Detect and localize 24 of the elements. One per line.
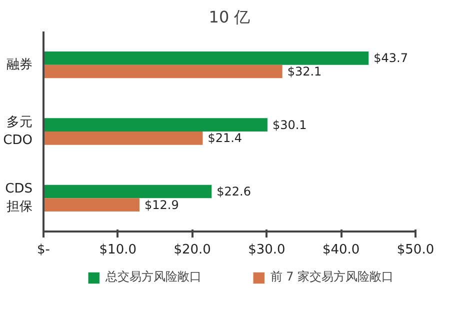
x-tick-label: $40.0 bbox=[322, 242, 360, 258]
x-tick-label: $- bbox=[37, 242, 50, 258]
data-label: $12.9 bbox=[144, 198, 179, 212]
x-tick-label: $50.0 bbox=[396, 242, 434, 258]
x-tick-label: $20.0 bbox=[174, 242, 211, 258]
data-label: $21.4 bbox=[208, 131, 242, 146]
data-label: $30.1 bbox=[272, 118, 307, 132]
bar bbox=[44, 198, 140, 212]
x-tick-label: $10.0 bbox=[99, 242, 137, 258]
legend-label: 前 7 家交易方风险敞口 bbox=[270, 268, 394, 286]
bar bbox=[44, 132, 203, 145]
bar bbox=[44, 64, 282, 78]
x-tick-label: $30.0 bbox=[248, 242, 286, 258]
legend-label: 总交易方风险敞口 bbox=[105, 268, 202, 286]
data-label: $32.1 bbox=[287, 64, 322, 78]
y-tick-label: 融券 bbox=[6, 57, 32, 72]
chart-title: 10 亿 bbox=[208, 8, 250, 26]
data-label: $43.7 bbox=[374, 51, 408, 66]
y-tick-label: 多元 CDO bbox=[3, 115, 33, 148]
y-tick-label: CDS 担保 bbox=[5, 182, 33, 215]
bar bbox=[44, 184, 212, 198]
data-label: $22.6 bbox=[216, 184, 252, 198]
bar bbox=[44, 118, 268, 132]
bar bbox=[44, 52, 369, 65]
